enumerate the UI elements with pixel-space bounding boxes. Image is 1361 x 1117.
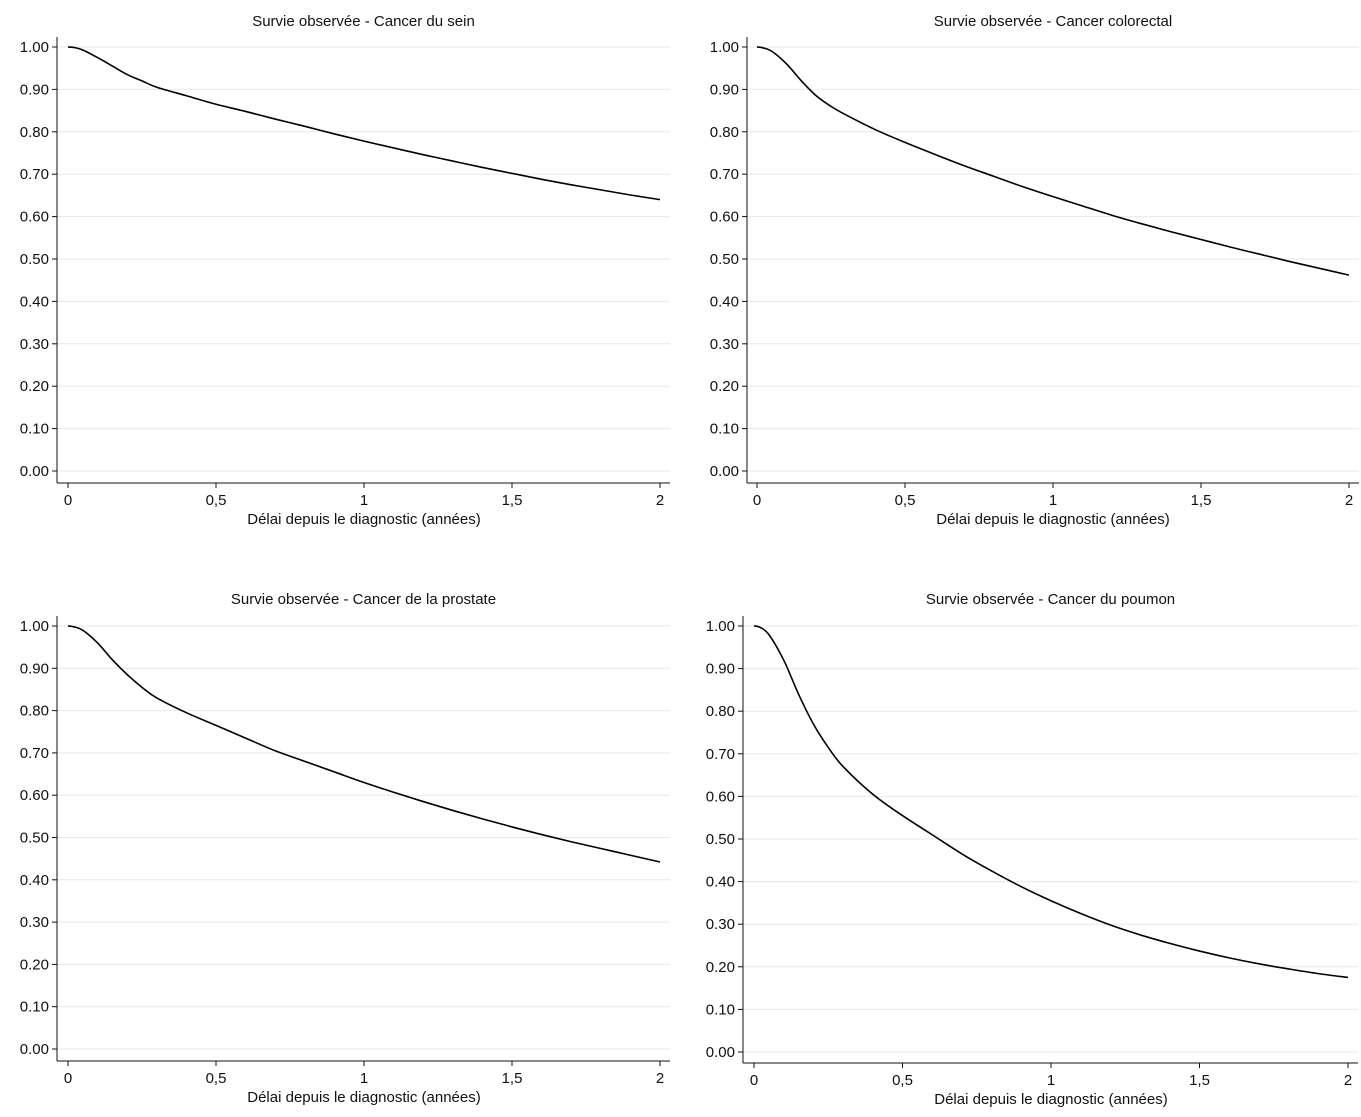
y-tick-label: 0.40 (710, 293, 739, 310)
y-tick-label: 0.80 (20, 124, 49, 141)
survival-curve (67, 46, 661, 201)
y-tick-label: 0.00 (706, 1044, 735, 1061)
y-tick-label: 0.30 (706, 916, 735, 933)
y-tick-label: 0.30 (20, 914, 49, 931)
y-tick-label: 1.00 (706, 618, 735, 635)
x-tick-label: 0,5 (895, 492, 916, 509)
x-tick-label: 2 (1344, 1072, 1352, 1089)
y-tick-label: 0.70 (706, 746, 735, 763)
y-tick-label: 0.60 (706, 788, 735, 805)
y-tick-label: 0.60 (20, 209, 49, 226)
y-tick-label: 0.50 (20, 251, 49, 268)
y-tick-label: 0.80 (706, 703, 735, 720)
y-tick-label: 1.00 (20, 39, 49, 56)
y-tick-label: 0.10 (20, 999, 49, 1016)
x-tick-label: 2 (656, 1070, 664, 1087)
y-tick-label: 0.40 (20, 293, 49, 310)
y-tick-label: 0.90 (710, 81, 739, 98)
y-tick-label: 0.40 (20, 872, 49, 889)
chart-panel-breast-cancer: Survie observée - Cancer du sein 0.00 0.10… (20, 13, 670, 528)
chart-panel-prostate-cancer: Survie observée - Cancer de la prostate 0… (20, 591, 670, 1106)
y-tick-label: 0.10 (20, 421, 49, 438)
y-tick-label: 0.00 (710, 463, 739, 480)
y-tick-label: 0.80 (710, 124, 739, 141)
y-tick-label: 0.30 (710, 336, 739, 353)
x-tick-label: 0,5 (206, 1070, 227, 1087)
y-tick-label: 0.70 (20, 745, 49, 762)
y-tick-label: 0.20 (710, 378, 739, 395)
y-tick-label: 0.40 (706, 874, 735, 891)
x-tick-label: 0 (750, 1072, 758, 1089)
y-tick-label: 0.90 (20, 660, 49, 677)
y-tick-label: 0.20 (706, 959, 735, 976)
x-tick-label: 0 (753, 492, 761, 509)
chart-panel-lung-cancer: Survie observée - Cancer du poumon 0.00 0.… (706, 591, 1358, 1108)
y-tick-label: 0.80 (20, 703, 49, 720)
x-tick-label: 0 (64, 492, 72, 509)
y-tick-label: 1.00 (710, 39, 739, 56)
x-tick-label: 0 (64, 1070, 72, 1087)
y-tick-label: 0.50 (20, 830, 49, 847)
chart-title: Survie observée - Cancer du poumon (926, 591, 1175, 608)
x-tick-label: 1,5 (1189, 1072, 1210, 1089)
x-axis-label: Délai depuis le diagnostic (années) (247, 511, 480, 528)
chart-panel-colorectal-cancer: Survie observée - Cancer colorectal 0.00 0… (710, 13, 1359, 528)
x-axis-label: Délai depuis le diagnostic (années) (934, 1091, 1167, 1108)
x-tick-label: 1 (1049, 492, 1057, 509)
y-tick-label: 0.00 (20, 1041, 49, 1058)
x-tick-label: 1 (360, 492, 368, 509)
y-tick-label: 0.10 (706, 1001, 735, 1018)
y-tick-label: 0.60 (20, 787, 49, 804)
y-tick-label: 0.90 (20, 81, 49, 98)
survival-curve (756, 46, 1350, 276)
y-tick-label: 0.60 (710, 209, 739, 226)
chart-title: Survie observée - Cancer de la prostate (231, 591, 496, 608)
y-tick-label: 1.00 (20, 618, 49, 635)
y-tick-label: 0.50 (706, 831, 735, 848)
chart-title: Survie observée - Cancer du sein (252, 13, 475, 30)
survival-curve (67, 625, 661, 863)
x-tick-label: 0,5 (206, 492, 227, 509)
y-tick-label: 0.30 (20, 336, 49, 353)
y-tick-label: 0.70 (20, 166, 49, 183)
x-tick-label: 1,5 (1191, 492, 1212, 509)
y-tick-label: 0.20 (20, 956, 49, 973)
x-tick-label: 1 (360, 1070, 368, 1087)
x-tick-label: 1,5 (502, 492, 523, 509)
y-tick-label: 0.50 (710, 251, 739, 268)
y-tick-label: 0.20 (20, 378, 49, 395)
y-tick-label: 0.10 (710, 421, 739, 438)
x-tick-label: 1,5 (502, 1070, 523, 1087)
x-axis-label: Délai depuis le diagnostic (années) (247, 1089, 480, 1106)
x-tick-label: 0,5 (892, 1072, 913, 1089)
x-tick-label: 2 (1345, 492, 1353, 509)
y-tick-label: 0.90 (706, 661, 735, 678)
survival-curve (753, 625, 1349, 979)
chart-title: Survie observée - Cancer colorectal (934, 13, 1172, 30)
y-tick-label: 0.00 (20, 463, 49, 480)
x-axis-label: Délai depuis le diagnostic (années) (936, 511, 1169, 528)
x-tick-label: 2 (656, 492, 664, 509)
y-tick-label: 0.70 (710, 166, 739, 183)
x-tick-label: 1 (1047, 1072, 1055, 1089)
